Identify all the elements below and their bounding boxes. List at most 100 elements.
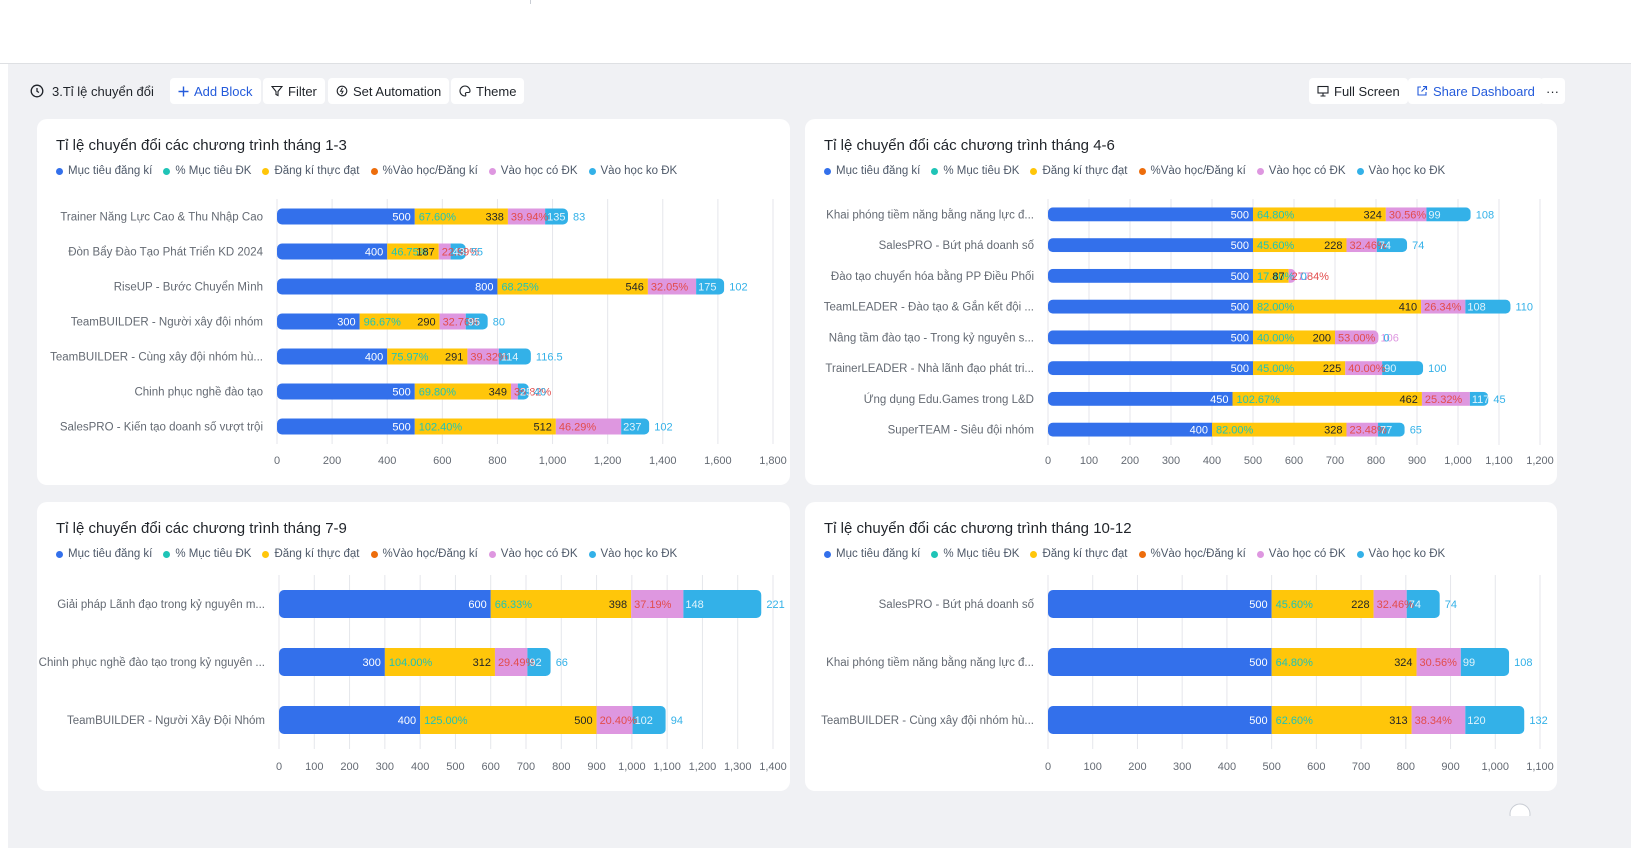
bar-segment[interactable] [1460,648,1510,676]
legend-item[interactable]: %Vào học/Đăng kí [370,548,478,560]
bar-segment[interactable] [1406,590,1440,618]
bar-segment[interactable] [1469,391,1489,406]
bar-group[interactable] [279,648,551,676]
bar-segment[interactable] [683,590,762,618]
legend-item[interactable]: % Mục tiêu ĐK [931,548,1019,560]
legend-item[interactable]: Đăng kí thực đạt [1030,548,1128,560]
bar-segment[interactable] [1426,207,1471,222]
bar-segment[interactable] [1271,590,1374,618]
legend-item[interactable]: Mục tiêu đăng kí [824,165,920,177]
bar-segment[interactable] [1253,361,1346,376]
bar-segment[interactable] [596,706,633,734]
bar-segment[interactable] [277,243,388,260]
bar-segment[interactable] [527,648,551,676]
legend-item[interactable]: % Mục tiêu ĐK [931,165,1019,177]
legend-item[interactable]: Mục tiêu đăng kí [56,165,152,177]
bar-segment[interactable] [1253,330,1335,345]
bar-segment[interactable] [1048,422,1212,437]
bar-group[interactable] [277,313,488,330]
legend-item[interactable]: Vào học ko ĐK [1356,165,1445,177]
legend-item[interactable]: Vào học có ĐK [1256,165,1346,177]
bar-group[interactable] [277,208,568,225]
legend-item[interactable]: Mục tiêu đăng kí [56,548,152,560]
bar-segment[interactable] [467,348,499,365]
bar-segment[interactable] [1288,268,1296,283]
bar-segment[interactable] [1271,648,1417,676]
bar-segment[interactable] [450,243,466,260]
bar-segment[interactable] [1048,706,1272,734]
bar-segment[interactable] [1048,648,1272,676]
legend-item[interactable]: Đăng kí thực đạt [262,165,360,177]
bar-group[interactable] [279,706,666,734]
legend-item[interactable]: Vào học ko ĐK [1356,548,1445,560]
bar-group[interactable] [277,418,650,435]
bar-segment[interactable] [277,348,388,365]
bar-segment[interactable] [359,313,440,330]
bar-segment[interactable] [1253,268,1289,283]
add-block-button[interactable]: Add Block [170,78,261,104]
bar-segment[interactable] [279,706,421,734]
bar-group[interactable] [279,590,762,618]
bar-segment[interactable] [279,590,491,618]
chart-card-q4[interactable]: Tỉ lệ chuyển đổi các chương trình tháng … [805,502,1557,791]
bar-segment[interactable] [1346,238,1377,253]
bar-group[interactable] [1048,299,1511,314]
bar-segment[interactable] [439,313,466,330]
bar-group[interactable] [1048,238,1408,253]
bar-segment[interactable] [438,243,451,260]
bar-segment[interactable] [277,278,498,295]
bar-segment[interactable] [1253,238,1347,253]
bar-segment[interactable] [1048,207,1253,222]
full-screen-button[interactable]: Full Screen [1309,78,1408,104]
bar-segment[interactable] [414,418,556,435]
bar-segment[interactable] [494,648,528,676]
bar-segment[interactable] [1335,330,1379,345]
bar-segment[interactable] [277,313,360,330]
bar-group[interactable] [1048,422,1405,437]
bar-group[interactable] [1048,590,1440,618]
bar-segment[interactable] [1048,391,1233,406]
bar-segment[interactable] [1212,422,1347,437]
bar-segment[interactable] [632,706,666,734]
bar-segment[interactable] [498,348,531,365]
bar-segment[interactable] [1345,361,1383,376]
bar-segment[interactable] [507,208,546,225]
help-icon[interactable] [1508,800,1532,816]
bar-segment[interactable] [510,383,518,400]
bar-segment[interactable] [1382,361,1424,376]
bar-segment[interactable] [545,208,568,225]
bar-segment[interactable] [420,706,597,734]
bar-group[interactable] [277,278,725,295]
chart-card-q1[interactable]: Tỉ lệ chuyển đổi các chương trình tháng … [37,119,790,485]
bar-segment[interactable] [555,418,622,435]
bar-group[interactable] [1048,361,1424,376]
bar-segment[interactable] [1465,706,1525,734]
bar-segment[interactable] [1048,299,1253,314]
bar-segment[interactable] [277,418,415,435]
bar-segment[interactable] [517,383,529,400]
theme-button[interactable]: Theme [451,78,525,104]
bar-segment[interactable] [621,418,650,435]
bar-segment[interactable] [1378,422,1405,437]
bar-segment[interactable] [696,278,725,295]
bar-segment[interactable] [1048,268,1253,283]
bar-segment[interactable] [1346,422,1379,437]
legend-item[interactable]: Vào học ko ĐK [588,548,677,560]
bar-group[interactable] [1048,648,1510,676]
legend-item[interactable]: % Mục tiêu ĐK [163,165,251,177]
bar-group[interactable] [1048,706,1525,734]
legend-item[interactable]: %Vào học/Đăng kí [1138,548,1246,560]
bar-segment[interactable] [1465,299,1511,314]
bar-group[interactable] [277,383,529,400]
bar-segment[interactable] [465,313,488,330]
bar-segment[interactable] [387,243,439,260]
bar-group[interactable] [1048,391,1489,406]
bar-segment[interactable] [1253,207,1386,222]
bar-segment[interactable] [277,208,415,225]
chart-card-q2[interactable]: Tỉ lệ chuyển đổi các chương trình tháng … [805,119,1557,485]
bar-segment[interactable] [1232,391,1422,406]
bar-segment[interactable] [277,383,415,400]
bar-segment[interactable] [387,348,468,365]
bar-segment[interactable] [1253,299,1422,314]
bar-segment[interactable] [631,590,684,618]
